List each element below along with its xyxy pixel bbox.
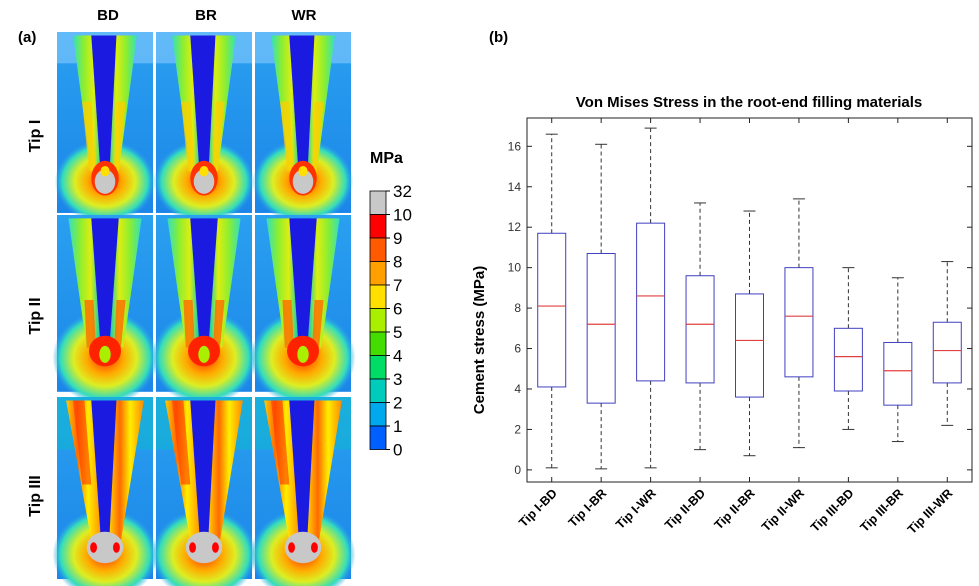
x-tick-label: Tip II-WR [759,486,807,534]
colorbar-tick-label: 7 [393,276,402,295]
colorbar-band [369,284,387,309]
colorbar-tick-label: 32 [393,182,412,201]
colorbar-tick-label: 10 [393,206,412,225]
iqr-box [586,252,616,404]
box-tip-iii-wr [932,261,962,426]
row-header-tip-ii: Tip II [27,297,44,334]
y-tick-label: 10 [508,261,522,275]
x-tick-label: Tip I-BR [566,486,610,530]
colorbar-band [369,261,387,286]
contour-tip-iii-br [151,397,257,586]
column-header-bd: BD [97,7,119,24]
colorbar-tick-label: 9 [393,229,402,248]
colorbar-band [369,355,387,380]
row-header-tip-iii: Tip III [27,475,44,516]
box-tip-ii-br [735,210,764,457]
colorbar-tick-label: 8 [393,253,402,272]
colorbar-band [369,378,387,403]
colorbar-band [369,214,387,239]
colorbar-unit: MPa [370,150,403,167]
colorbar-tick-label: 5 [393,323,402,342]
y-tick-label: 2 [514,422,521,436]
colorbar-tick-label: 0 [393,441,402,460]
contour-tip-ii-wr [250,215,356,406]
box-tip-iii-br [883,277,913,443]
colorbar-tick-label: 2 [393,394,402,413]
y-tick-label: 14 [508,180,522,194]
colorbar-band [369,308,387,333]
box-tip-i-wr [636,127,666,469]
iqr-box [537,232,567,388]
contour-tip-ii-bd [52,215,158,406]
contour-tip-i-br [153,32,255,224]
colorbar-band [369,237,387,262]
y-tick-label: 4 [514,382,521,396]
box-tip-i-br [586,143,616,470]
iqr-box [685,275,715,384]
x-tick-label: Tip III-BD [808,486,857,535]
chart-title: Von Mises Stress in the root-end filling… [576,94,922,111]
row-headers: Tip I Tip II Tip III [27,120,44,517]
y-tick-label: 8 [514,301,521,315]
x-tick-label: Tip III-WR [905,486,955,536]
colorbar-band [369,402,387,427]
row-header-tip-i: Tip I [27,120,44,153]
y-tick-label: 0 [514,463,521,477]
column-header-br: BR [195,7,217,24]
column-header-wr: WR [292,7,317,24]
box-tip-ii-wr [784,198,814,449]
contour-tip-i-wr [252,32,354,224]
column-headers: BD BR WR [97,7,316,24]
colorbar-tick-label: 4 [393,347,402,366]
iqr-box [735,293,764,398]
colorbar-tick-label: 1 [393,417,402,436]
y-tick-label: 12 [508,220,522,234]
panel-b-label: (b) [489,29,508,46]
y-tick-label: 6 [514,342,521,356]
colorbar-tick-label: 3 [393,370,402,389]
contour-tip-ii-br [151,215,257,406]
panel-a-label: (a) [18,29,36,46]
contour-tip-iii-bd [52,397,158,586]
x-tick-label: Tip II-BR [712,486,758,532]
iqr-box [636,222,666,382]
box-tip-ii-bd [685,202,715,451]
y-axis-label: Cement stress (MPa) [471,266,488,414]
contour-tip-i-bd [54,32,156,224]
box-tip-iii-bd [833,267,863,430]
colorbar-band [369,190,387,215]
x-tick-label: Tip I-WR [613,486,659,532]
colorbar-band [369,425,387,450]
iqr-box [784,267,814,378]
iqr-box [883,341,913,406]
x-tick-label: Tip III-BR [857,486,906,535]
iqr-box [833,327,863,392]
colorbar-band [369,331,387,356]
colorbar-tick-label: 6 [393,300,402,319]
y-tick-label: 16 [508,139,522,153]
contour-grid [52,32,356,586]
x-tick-label: Tip II-BD [662,486,708,532]
contour-tip-iii-wr [250,397,356,586]
iqr-box [932,321,962,384]
box-tip-i-bd [537,133,567,469]
x-tick-label: Tip I-BD [516,486,560,530]
